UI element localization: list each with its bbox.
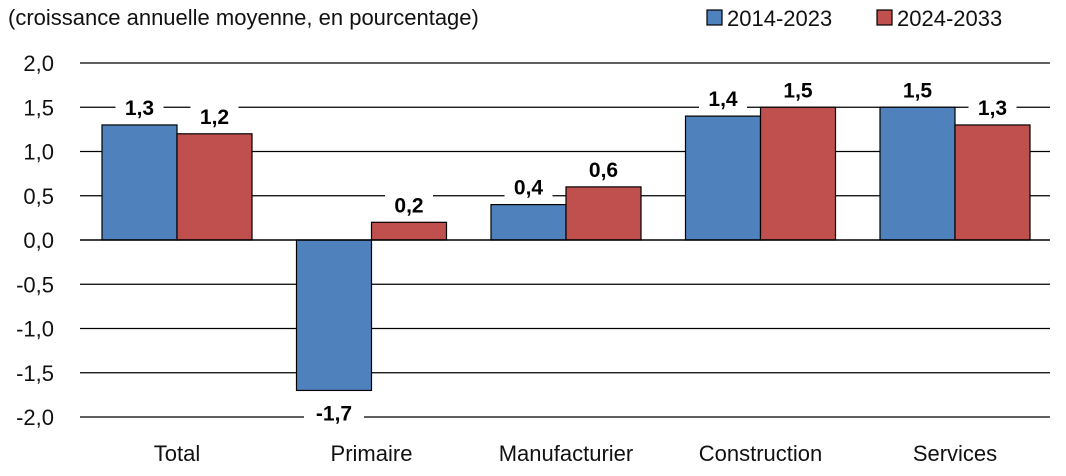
data-labels: 1,3 1,2 -1,7 0,2 0,4 0,6 1,4 1,5 1,5 1,3: [115, 77, 1017, 426]
legend-swatch: [706, 9, 723, 26]
x-tick-label: Construction: [699, 441, 823, 466]
data-label: 1,3: [125, 97, 154, 120]
data-label: 1,3: [978, 97, 1007, 120]
legend-label: 2014-2023: [727, 6, 832, 31]
legend-label: 2024-2033: [897, 6, 1002, 31]
x-tick-label: Primaire: [331, 441, 413, 466]
data-label: 1,2: [200, 106, 229, 129]
data-label-bg: [304, 400, 364, 426]
data-label: 1,5: [783, 79, 813, 102]
bar-2024-2033-Services: [954, 124, 1031, 241]
bar-2014-2023-Services: [879, 106, 956, 241]
data-label: 0,4: [514, 177, 544, 200]
data-label-bg: [699, 86, 747, 112]
bar-2024-2033-Manufacturier: [565, 186, 642, 241]
data-label-bg: [385, 192, 433, 218]
data-label: 0,6: [589, 159, 618, 182]
x-tick-label: Total: [154, 441, 200, 466]
x-tick-label: Services: [913, 441, 997, 466]
y-tick-label: -2,0: [16, 405, 54, 430]
y-axis: 2,0 1,5 1,0 0,5 0,0 -0,5 -1,0 -1,5 -2,0: [16, 51, 54, 430]
y-tick-label: -1,5: [16, 361, 54, 386]
y-tick-label: 0,5: [23, 184, 54, 209]
bar-2024-2033-Total: [176, 133, 253, 241]
data-label-bg: [115, 94, 164, 120]
data-label-bg: [968, 94, 1017, 120]
chart-subtitle: (croissance annuelle moyenne, en pourcen…: [8, 5, 479, 30]
data-label-bg: [579, 156, 628, 182]
bar-2024-2033-Primaire: [370, 221, 448, 241]
data-label-bg: [893, 77, 942, 103]
data-label-bg: [774, 77, 822, 103]
bars: [101, 106, 1031, 392]
bar-2014-2023-Manufacturier: [490, 204, 567, 241]
data-label: 1,4: [708, 88, 738, 111]
data-label-bg: [504, 174, 553, 200]
bar-2014-2023-Primaire: [295, 239, 373, 392]
y-tick-label: -1,0: [16, 317, 54, 342]
y-tick-label: 1,0: [23, 140, 54, 165]
y-tick-label: 2,0: [23, 51, 54, 76]
data-label: 1,5: [903, 79, 933, 102]
x-axis: Total Primaire Manufacturier Construction Se…: [154, 441, 997, 466]
y-tick-label: -0,5: [16, 272, 54, 297]
legend-swatch: [876, 9, 893, 26]
bar-2014-2023-Construction: [684, 115, 762, 241]
data-label: -1,7: [316, 402, 352, 425]
data-label: 0,2: [394, 194, 423, 217]
x-tick-label: Manufacturier: [499, 441, 634, 466]
bar-2014-2023-Total: [101, 124, 178, 241]
data-label-bg: [190, 103, 239, 129]
y-tick-label: 0,0: [23, 228, 54, 253]
y-tick-label: 1,5: [23, 95, 54, 120]
bar-2024-2033-Construction: [759, 106, 837, 241]
legend: 2014-2023 2024-2033: [706, 6, 1002, 31]
